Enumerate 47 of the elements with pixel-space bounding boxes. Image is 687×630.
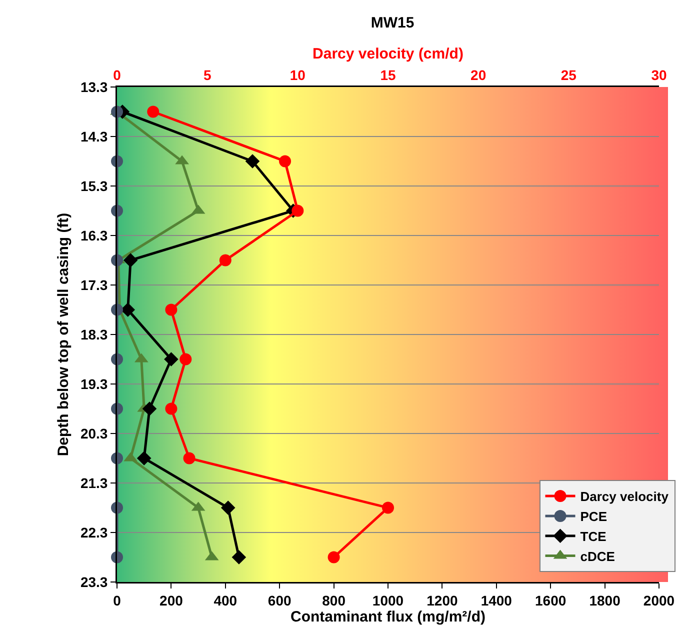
legend-label: PCE bbox=[580, 509, 608, 524]
legend-label: TCE bbox=[580, 528, 607, 544]
y-tick-label: 14.3 bbox=[80, 128, 108, 144]
x-tick-label: 1000 bbox=[372, 592, 404, 608]
point bbox=[147, 106, 160, 118]
x-tick-label: 1600 bbox=[535, 592, 566, 608]
x2-tick-label: 30 bbox=[651, 66, 667, 83]
x-tick-label: 600 bbox=[268, 592, 292, 608]
y-tick-label: 23.3 bbox=[80, 574, 108, 590]
legend-label: cDCE bbox=[580, 548, 616, 564]
x2-tick-label: 25 bbox=[560, 66, 577, 83]
y-tick-label: 16.3 bbox=[80, 227, 108, 244]
x2-axis-title: Darcy velocity (cm/d) bbox=[312, 45, 464, 62]
point bbox=[328, 551, 340, 564]
y-tick-label: 19.3 bbox=[80, 376, 108, 392]
point bbox=[219, 254, 232, 266]
y-tick-label: 21.3 bbox=[80, 474, 108, 491]
x-tick-label: 0 bbox=[113, 592, 122, 608]
y-tick-label: 20.3 bbox=[80, 425, 108, 442]
x2-tick-label: 5 bbox=[203, 66, 212, 83]
x-tick-label: 1400 bbox=[480, 592, 512, 608]
point bbox=[165, 402, 178, 415]
point bbox=[183, 452, 196, 464]
point bbox=[382, 502, 394, 514]
x2-tick-label: 15 bbox=[380, 66, 396, 83]
x2-tick-label: 10 bbox=[290, 66, 306, 83]
legend-label: Darcy velocity bbox=[580, 489, 670, 504]
x2-tick-label: 0 bbox=[113, 66, 122, 83]
y-tick-label: 22.3 bbox=[80, 524, 108, 540]
x-tick-label: 1800 bbox=[589, 592, 621, 608]
x-tick-label: 200 bbox=[160, 592, 184, 608]
point bbox=[279, 155, 292, 168]
point bbox=[165, 304, 178, 316]
y-tick-label: 15.3 bbox=[80, 178, 108, 194]
y-axis-title: Depth below top of well casing (ft) bbox=[54, 212, 72, 456]
x-tick-label: 1200 bbox=[426, 592, 458, 608]
x-tick-label: 400 bbox=[214, 592, 238, 608]
x-tick-label: 2000 bbox=[643, 592, 675, 608]
y-tick-label: 17.3 bbox=[80, 276, 108, 293]
y-tick-label: 13.3 bbox=[80, 78, 108, 95]
point bbox=[180, 353, 192, 366]
x-tick-label: 800 bbox=[322, 592, 346, 608]
chart-title: MW15 bbox=[370, 14, 414, 32]
y-tick-label: 18.3 bbox=[80, 326, 108, 342]
x2-tick-label: 20 bbox=[470, 66, 486, 83]
point bbox=[292, 204, 304, 217]
x-axis-title: Contaminant flux (mg/m²/d) bbox=[290, 608, 486, 626]
